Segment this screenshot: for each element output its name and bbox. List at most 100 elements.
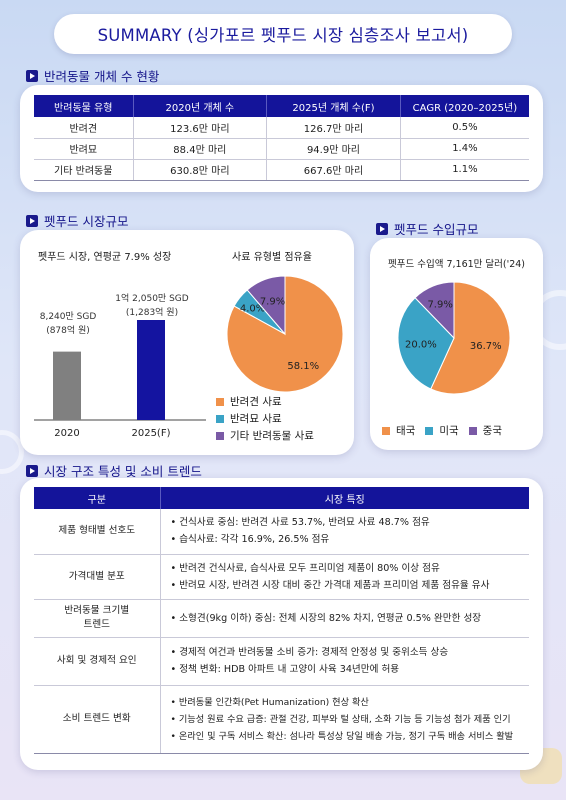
legend-item: 기타 반려동물 사료	[216, 427, 314, 444]
table-header: 2025년 개체 수(F)	[266, 95, 401, 117]
legend-swatch	[382, 426, 390, 435]
feature-item: • 건식사료 중심: 반려견 사료 53.7%, 반려묘 사료 48.7% 점유	[170, 517, 430, 529]
trends-table: 구분 시장 특징 제품 형태별 선호도 • 건식사료 중심: 반려견 사료 53…	[34, 487, 529, 754]
pie-slice	[246, 275, 286, 336]
bar	[53, 351, 81, 420]
pie-data-label: 4.0%	[240, 304, 265, 315]
feature-item: • 경제적 여건과 반려동물 소비 증가: 경제적 안정성 및 중위소득 상승	[170, 647, 449, 658]
legend-swatch	[425, 426, 434, 435]
feature-text: 건식사료 중심: 반려견 사료 53.7%, 반려묘 사료 48.7% 점유	[179, 517, 430, 529]
table-row: 제품 형태별 선호도 • 건식사료 중심: 반려견 사료 53.7%, 반려묘 …	[34, 509, 529, 555]
pie-data-label: 7.9%	[427, 300, 452, 311]
category-cell: 제품 형태별 선호도	[34, 509, 161, 555]
table-header: 구분	[34, 487, 161, 509]
table-row: 사회 및 경제적 요인 • 경제적 여건과 반려동물 소비 증가: 경제적 안정…	[34, 637, 529, 686]
page-title: SUMMARY (싱가포르 펫푸드 시장 심층조사 보고서)	[54, 14, 512, 54]
legend-label: 미국	[439, 425, 459, 437]
background-decoration	[0, 430, 24, 474]
table-row: 가격대별 분포 • 반려견 건식사료, 습식사료 모두 프리미엄 제품이 80%…	[34, 554, 529, 600]
category-cell: 반려동물 크기별 트렌드	[34, 599, 161, 638]
play-bullet-icon	[26, 464, 38, 477]
feature-cell: • 반려동물 인간화(Pet Humanization) 현상 확산 • 기능성…	[160, 685, 529, 754]
section-title-text: 펫푸드 시장규모	[44, 214, 129, 229]
section-title-text: 펫푸드 수입규모	[394, 222, 479, 237]
pie-data-label: 20.0%	[405, 340, 437, 351]
bar-chart-title: 펫푸드 시장, 연평균 7.9% 성장	[38, 252, 172, 263]
pie-data-label: 7.9%	[260, 296, 285, 307]
pie-legend: 태국 미국 중국	[382, 422, 502, 439]
import-country-pie-chart: 36.7% 20.0% 7.9%	[397, 281, 511, 395]
pie-slice	[414, 281, 455, 340]
trends-card: 구분 시장 특징 제품 형태별 선호도 • 건식사료 중심: 반려견 사료 53…	[20, 478, 543, 770]
legend-swatch	[216, 431, 224, 440]
section-title-population: 반려동물 개체 수 현황	[26, 66, 159, 85]
legend-label: 반려묘 사료	[230, 413, 282, 425]
market-size-bar-chart: 2020 2025(F)	[34, 320, 206, 439]
imports-card: 펫푸드 수입액 7,161만 달러('24) 36.7% 20.0% 7.9% 태국…	[370, 238, 543, 450]
legend-label: 반려견 사료	[230, 396, 282, 408]
section-title-trends: 시장 구조 특성 및 소비 트렌드	[26, 461, 202, 480]
table-cell: 0.5%	[400, 117, 529, 139]
feature-text: 기능성 원료 수요 급증: 관절 건강, 피부와 털 상태, 소화 기능 등 기…	[178, 713, 511, 725]
table-cell: 667.6만 마리	[266, 159, 401, 181]
bar-value-label: (1,283억 원)	[125, 308, 179, 318]
feature-text: 반려묘 시장, 반려견 시장 대비 중간 가격대 제품과 프리미엄 제품 점유율…	[179, 579, 490, 591]
table-cell: 반려견	[34, 117, 134, 139]
feed-type-pie-chart: 58.1% 4.0%7.9%	[226, 275, 344, 393]
pie-legend: 반려견 사료 반려묘 사료 기타 반려동물 사료	[216, 393, 314, 444]
table-row: 반려묘 88.4만 마리 94.9만 마리 1.4%	[34, 138, 529, 160]
pie-chart-title: 사료 유형별 점유율	[232, 252, 312, 263]
bar-annotation-2020: 8,240만 SGD (878억 원)	[20, 310, 116, 338]
pie-slice	[397, 297, 455, 390]
feature-item: • 습식사료: 각각 16.9%, 26.5% 점유	[170, 534, 330, 546]
pie-chart-title: 펫푸드 수입액 7,161만 달러('24)	[387, 259, 526, 270]
legend-item: 중국	[468, 422, 502, 439]
table-cell: 630.8만 마리	[133, 159, 268, 181]
table-cell: 반려묘	[34, 138, 134, 160]
feature-cell: • 건식사료 중심: 반려견 사료 53.7%, 반려묘 사료 48.7% 점유…	[160, 509, 529, 555]
feature-text: 습식사료: 각각 16.9%, 26.5% 점유	[179, 534, 330, 546]
feature-item: • 기능성 원료 수요 급증: 관절 건강, 피부와 털 상태, 소화 기능 등…	[170, 713, 511, 725]
table-cell: 88.4만 마리	[133, 138, 268, 160]
feature-item: • 정책 변화: HDB 아파트 내 고양이 사육 34년만에 허용	[170, 664, 400, 675]
feature-text: 온라인 및 구독 서비스 확산: 섬나라 특성상 당일 배송 가능, 정기 구독…	[178, 730, 514, 742]
legend-item: 미국	[425, 422, 459, 439]
bar-annotation-2025: 1억 2,050만 SGD (1,283억 원)	[104, 292, 200, 320]
table-row: 반려동물 크기별 트렌드 • 소형견(9kg 이하) 중심: 전체 시장의 82…	[34, 599, 529, 638]
table-cell: 기타 반려동물	[34, 159, 134, 181]
legend-label: 태국	[396, 425, 416, 437]
table-cell: 1.1%	[400, 159, 529, 181]
feature-text: 반려견 건식사료, 습식사료 모두 프리미엄 제품이 80% 이상 점유	[179, 562, 440, 574]
legend-item: 반려묘 사료	[216, 410, 314, 427]
feature-item: • 온라인 및 구독 서비스 확산: 섬나라 특성상 당일 배송 가능, 정기 …	[170, 730, 514, 742]
feature-text: 반려동물 인간화(Pet Humanization) 현상 확산	[178, 696, 369, 708]
table-cell: 123.6만 마리	[133, 117, 268, 139]
category-cell: 가격대별 분포	[34, 554, 161, 600]
feature-cell: • 반려견 건식사료, 습식사료 모두 프리미엄 제품이 80% 이상 점유 •…	[160, 554, 529, 600]
population-table: 반려동물 유형 2020년 개체 수 2025년 개체 수(F) CAGR (2…	[34, 95, 529, 181]
table-row: 소비 트렌드 변화 • 반려동물 인간화(Pet Humanization) 현…	[34, 685, 529, 754]
legend-label: 중국	[482, 425, 502, 437]
x-tick-label: 2020	[54, 428, 79, 439]
feature-item: • 반려동물 인간화(Pet Humanization) 현상 확산	[170, 696, 369, 708]
pie-data-label: 36.7%	[470, 341, 502, 352]
bar-value-label: 1억 2,050만 SGD	[115, 294, 189, 304]
feature-text: 경제적 여건과 반려동물 소비 증가: 경제적 안정성 및 중위소득 상승	[179, 647, 449, 658]
section-title-text: 시장 구조 특성 및 소비 트렌드	[44, 464, 202, 479]
bar	[137, 320, 165, 420]
table-cell: 126.7만 마리	[266, 117, 401, 139]
market-size-card: 펫푸드 시장, 연평균 7.9% 성장 2020 2025(F) 8,240만 S…	[20, 230, 354, 455]
table-cell: 94.9만 마리	[266, 138, 401, 160]
play-bullet-icon	[26, 69, 38, 82]
table-header: 반려동물 유형	[34, 95, 134, 117]
feature-cell: • 경제적 여건과 반려동물 소비 증가: 경제적 안정성 및 중위소득 상승 …	[160, 637, 529, 686]
feature-item: • 소형견(9kg 이하) 중심: 전체 시장의 82% 차지, 연평균 0.5…	[170, 612, 482, 624]
table-cell: 1.4%	[400, 138, 529, 160]
legend-label: 기타 반려동물 사료	[230, 430, 314, 442]
legend-swatch	[468, 426, 477, 435]
play-bullet-icon	[376, 222, 388, 235]
legend-swatch	[216, 397, 224, 406]
table-row: 기타 반려동물 630.8만 마리 667.6만 마리 1.1%	[34, 159, 529, 181]
table-row: 반려견 123.6만 마리 126.7만 마리 0.5%	[34, 117, 529, 139]
table-header: 2020년 개체 수	[133, 95, 268, 117]
